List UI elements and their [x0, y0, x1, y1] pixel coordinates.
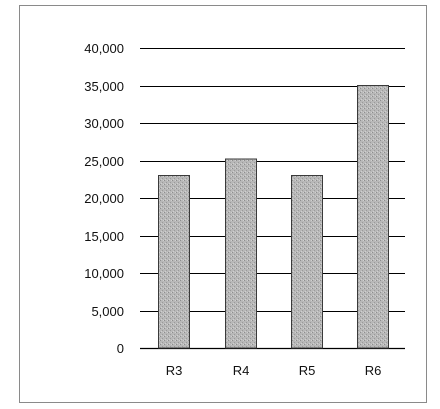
bar-r3: [158, 175, 190, 349]
y-tick-label: 10,000: [84, 266, 124, 281]
y-tick-label: 35,000: [84, 79, 124, 94]
y-tick-label: 30,000: [84, 116, 124, 131]
x-axis-category-labels: R3 R4 R5 R6: [166, 363, 382, 378]
y-tick-label: 5,000: [91, 304, 124, 319]
bars: [158, 85, 389, 349]
y-tick-label: 0: [117, 341, 124, 356]
x-category-label-r5: R5: [299, 363, 316, 378]
x-category-label-r6: R6: [365, 363, 382, 378]
x-category-label-r3: R3: [166, 363, 183, 378]
bar-r5: [291, 175, 323, 349]
y-tick-label: 40,000: [84, 41, 124, 56]
bar-r4: [225, 158, 257, 349]
bar-r6: [357, 85, 389, 349]
x-category-label-r4: R4: [233, 363, 250, 378]
y-tick-label: 20,000: [84, 191, 124, 206]
y-axis-tick-labels: 0 5,000 10,000 15,000 20,000 25,000 30,000 35,0…: [84, 41, 124, 356]
y-tick-label: 25,000: [84, 154, 124, 169]
y-tick-label: 15,000: [84, 229, 124, 244]
